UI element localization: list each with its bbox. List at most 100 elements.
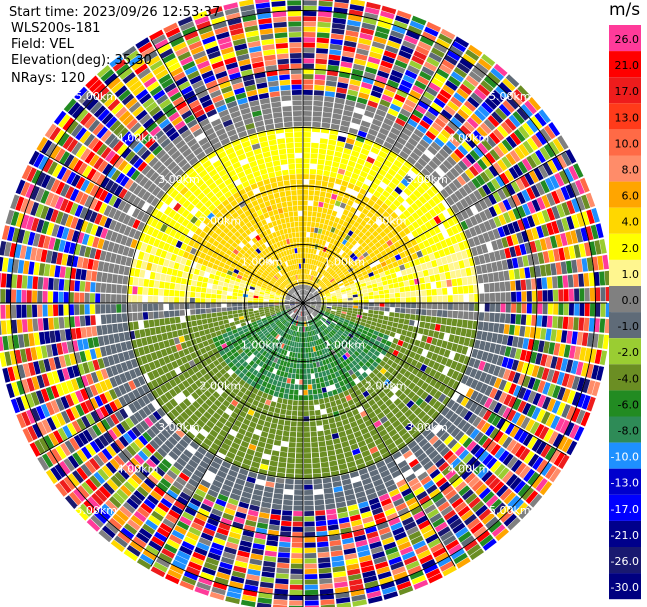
range-gate [345, 241, 351, 248]
range-gate [155, 350, 163, 359]
range-gate [515, 280, 521, 291]
range-gate [269, 320, 275, 325]
range-gate [478, 434, 489, 446]
range-gate [271, 338, 277, 344]
range-gate [379, 446, 389, 455]
range-gate [429, 513, 442, 524]
range-gate [390, 236, 398, 244]
range-gate [224, 387, 232, 395]
range-gate [104, 403, 114, 415]
range-gate [370, 90, 382, 99]
range-gate [482, 184, 492, 196]
range-gate [233, 565, 247, 574]
range-gate [389, 465, 399, 474]
range-gate [177, 382, 186, 392]
range-gate [398, 414, 407, 423]
range-gate [599, 271, 606, 286]
range-gate [303, 10, 317, 17]
range-gate [236, 450, 246, 458]
range-gate [330, 310, 336, 314]
range-gate [381, 395, 390, 403]
range-gate [221, 307, 227, 312]
range-gate [327, 243, 333, 249]
range-gate [463, 239, 471, 249]
range-gate [203, 381, 211, 390]
range-gate [428, 359, 436, 368]
range-gate [337, 82, 349, 89]
range-gate [305, 310, 308, 316]
range-gate [423, 563, 438, 574]
range-gate [323, 487, 333, 494]
range-gate [227, 361, 235, 369]
range-gate [382, 420, 392, 429]
range-gate [375, 357, 382, 364]
range-gate [305, 303, 311, 305]
range-gate [397, 460, 408, 469]
range-gate [468, 133, 480, 145]
range-gate [338, 319, 344, 323]
range-gate [284, 356, 289, 362]
range-gate [319, 262, 323, 268]
range-gate [181, 575, 197, 586]
range-gate [375, 234, 383, 241]
range-gate [263, 448, 272, 455]
range-gate [303, 226, 307, 232]
range-gate [436, 339, 443, 347]
range-gate [303, 189, 309, 195]
range-gate [437, 133, 449, 144]
range-gate [407, 137, 418, 147]
range-gate [320, 245, 325, 251]
range-gate [423, 357, 431, 366]
range-gate [271, 313, 277, 317]
range-gate [326, 300, 332, 302]
range-gate [442, 535, 457, 546]
range-gate [234, 376, 242, 383]
range-gate [468, 357, 476, 367]
range-gate [259, 397, 267, 404]
range-gate [365, 459, 375, 468]
range-gate [408, 279, 415, 286]
range-gate [438, 148, 449, 159]
range-gate [269, 307, 275, 311]
range-gate [331, 433, 340, 440]
range-gate [179, 580, 195, 591]
range-gate [173, 376, 182, 385]
range-gate [101, 465, 113, 478]
range-gate [568, 165, 579, 181]
range-gate [370, 279, 377, 285]
range-gate [497, 201, 507, 213]
range-gate [397, 352, 404, 359]
range-gate [531, 213, 541, 226]
range-gate [293, 308, 298, 313]
range-gate [304, 500, 314, 506]
range-gate [433, 390, 442, 400]
range-gate [353, 300, 359, 303]
range-gate [578, 317, 585, 331]
range-gate [595, 287, 601, 302]
range-gate [244, 348, 250, 354]
range-gate [458, 303, 464, 311]
range-gate [378, 238, 386, 246]
range-gate [15, 396, 25, 412]
range-gate [539, 128, 552, 143]
range-gate [367, 316, 373, 321]
range-gate [171, 529, 185, 540]
range-gate [317, 339, 322, 345]
range-gate [291, 410, 298, 416]
range-gate [268, 465, 277, 472]
range-gate [564, 422, 575, 437]
range-gate [310, 264, 313, 270]
range-gate [336, 262, 342, 268]
range-gate [109, 376, 118, 388]
range-gate [399, 213, 407, 221]
range-gate [454, 36, 470, 48]
range-gate [320, 308, 326, 312]
range-gate [212, 336, 219, 343]
range-gate [449, 413, 459, 423]
range-gate [219, 339, 226, 345]
range-gate [386, 154, 396, 164]
range-gate [278, 348, 283, 354]
range-gate [367, 288, 373, 293]
range-gate [172, 418, 182, 428]
range-gate [427, 538, 442, 549]
